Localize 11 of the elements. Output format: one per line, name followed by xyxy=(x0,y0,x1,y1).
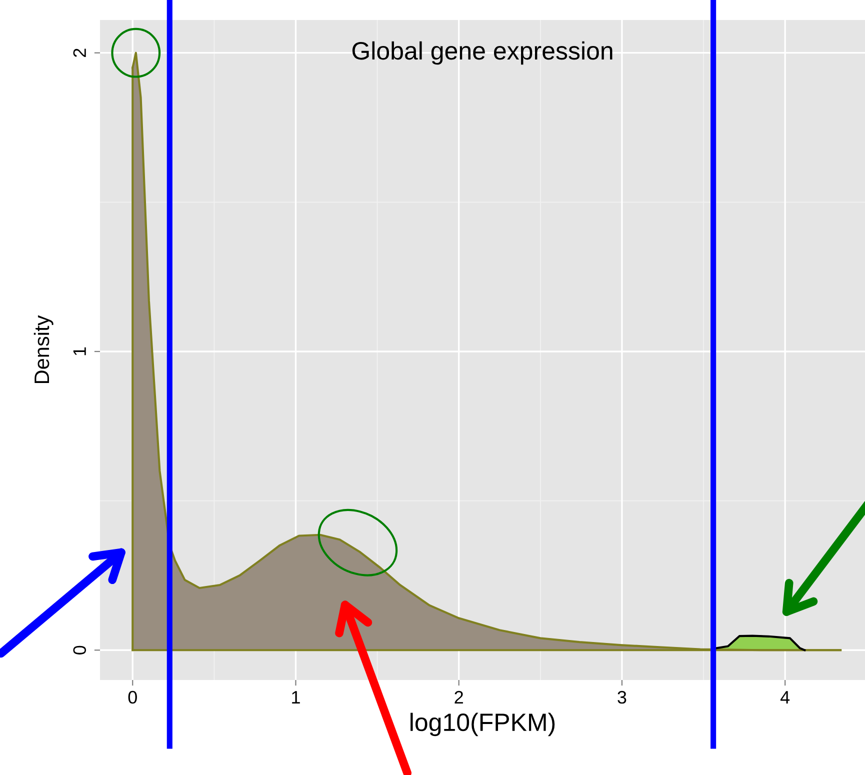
x-tick-label: 4 xyxy=(780,691,790,704)
x-tick-label: 3 xyxy=(618,690,626,704)
x-axis-title: log10(FPKM) xyxy=(410,712,555,736)
text: Global gene expression xyxy=(352,41,612,65)
y-tick-label: 1 xyxy=(73,347,86,356)
x-tick-label: 2 xyxy=(454,690,463,704)
x-tick-label: 1 xyxy=(292,691,300,704)
x-tick-label: 0 xyxy=(128,690,137,704)
y-tick-label: 0 xyxy=(73,646,86,654)
y-tick-label: 2 xyxy=(73,48,86,57)
y-axis-title: Density xyxy=(34,315,54,384)
